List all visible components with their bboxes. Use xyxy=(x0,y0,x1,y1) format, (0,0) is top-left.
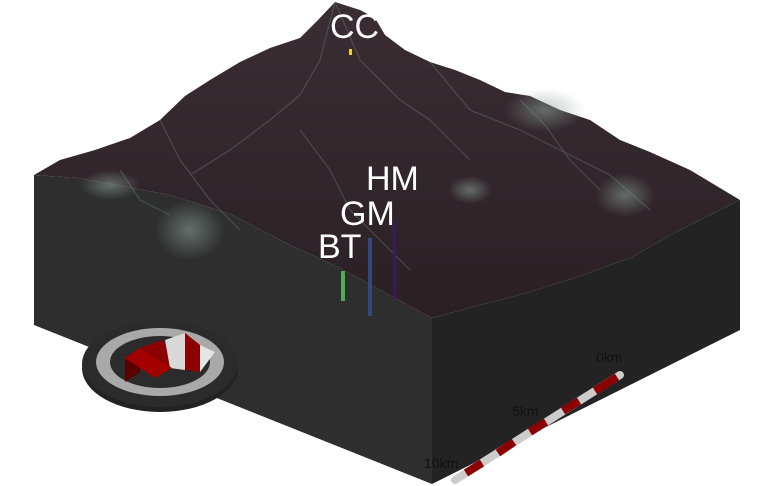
scale-label-0km: 0km xyxy=(596,349,622,365)
site-label-cc: CC xyxy=(330,8,379,46)
terrain-snow-patches xyxy=(80,88,655,260)
site-label-bt: BT xyxy=(318,228,361,266)
terrain-surface xyxy=(34,2,740,318)
site-marker-hm: HM xyxy=(366,160,419,300)
site-marker-gm: GM xyxy=(340,195,395,316)
site-bar-hm xyxy=(393,222,396,300)
terrain-side-right xyxy=(432,200,740,484)
site-bar-cc xyxy=(349,49,352,55)
scale-label-10km: 10km xyxy=(424,455,458,471)
site-label-hm: HM xyxy=(366,160,419,198)
north-arrow-n-icon xyxy=(125,333,215,382)
terrain-block xyxy=(34,1,740,484)
site-marker-bt: BT xyxy=(318,228,361,301)
site-bar-gm xyxy=(368,238,372,316)
scale-bar: 0km 5km 10km xyxy=(424,349,624,484)
site-marker-cc: CC xyxy=(330,8,379,55)
scale-label-5km: 5km xyxy=(512,403,538,419)
site-bar-bt xyxy=(341,271,345,301)
north-arrow xyxy=(82,321,238,412)
terrain-side-left xyxy=(34,175,432,484)
site-label-gm: GM xyxy=(340,195,395,233)
scale-bar-segments xyxy=(463,373,620,477)
